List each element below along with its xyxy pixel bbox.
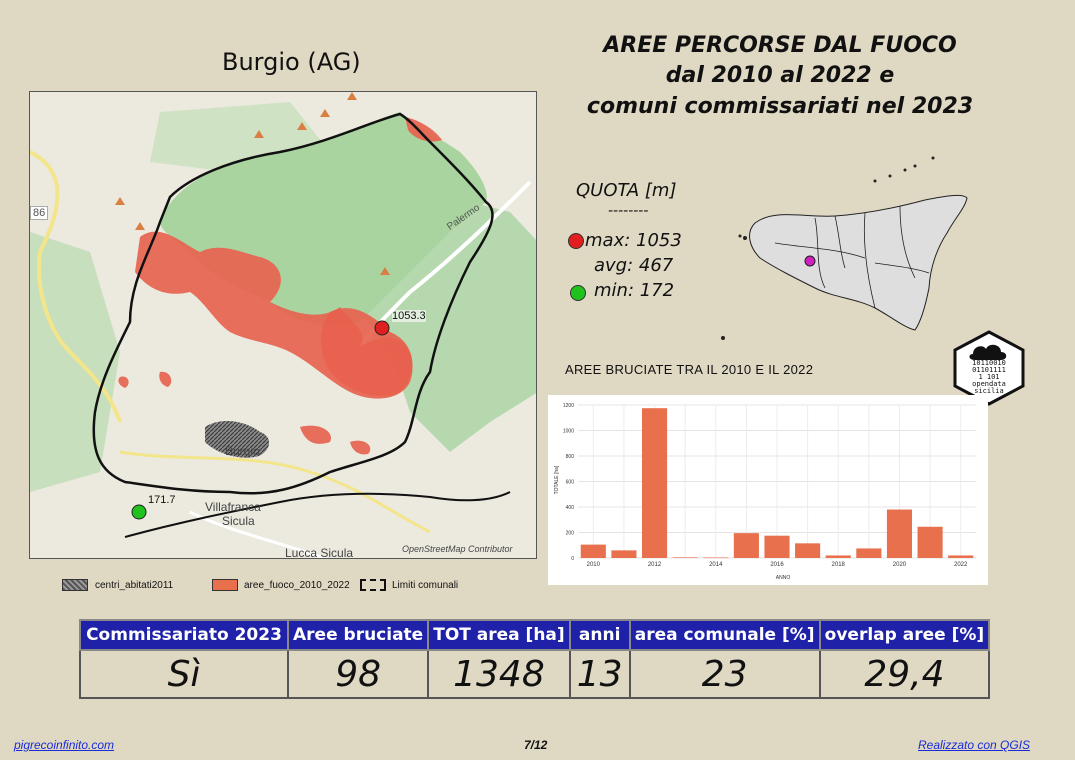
road-number-label: 86 — [30, 206, 49, 220]
chart-xtick-2014: 2014 — [709, 562, 723, 568]
stats-value-row: Sì 98 1348 13 23 29,4 — [79, 649, 991, 699]
chart-xtick-2012: 2012 — [648, 562, 662, 568]
value-anni: 13 — [568, 649, 631, 699]
stats-header-row: Commissariato 2023 Aree bruciate TOT are… — [79, 619, 991, 651]
quota-min: min: 172 — [594, 280, 675, 301]
fire-map[interactable]: 1053.3 171.7 Burgio Villafranca Sicula L… — [29, 91, 537, 559]
commune-boundary — [92, 112, 494, 495]
chart-bar-2022 — [948, 555, 974, 558]
dashed-boundary-swatch-icon — [360, 579, 386, 591]
footer-qgis-link[interactable]: Realizzato con QGIS — [918, 738, 1031, 752]
chart-ytick-4: 800 — [566, 454, 575, 460]
logo-line-2: 01101111 — [972, 366, 1006, 374]
quota-header: QUOTA [m] — [576, 180, 677, 201]
chart-xtick-2016: 2016 — [770, 562, 784, 568]
fire-swatch-icon — [212, 579, 238, 591]
legend-label-fuoco: aree_fuoco_2010_2022 — [244, 580, 350, 591]
header-commissariato: Commissariato 2023 — [79, 619, 289, 651]
quota-separator: -------- — [608, 203, 649, 219]
logo-line-4: opendata — [972, 380, 1006, 388]
chart-bar-2016 — [764, 535, 790, 558]
forest-area-left — [30, 232, 120, 492]
page-number: 7/12 — [524, 738, 548, 752]
hatched-swatch-icon — [62, 579, 88, 591]
chart-bar-2021 — [917, 526, 943, 558]
max-dot-icon — [568, 233, 584, 249]
opendata-sicilia-logo — [953, 330, 1025, 406]
value-aree-bruciate: 98 — [286, 649, 430, 699]
villafranca-label-2: Sicula — [222, 514, 255, 528]
value-tot-area: 1348 — [427, 649, 571, 699]
fire-areas — [118, 117, 442, 455]
chart-ytick-0: 0 — [571, 556, 574, 562]
chart-ytick-3: 600 — [566, 480, 575, 486]
header-aree-bruciate: Aree bruciate — [286, 619, 430, 651]
burgio-location-dot — [804, 255, 816, 267]
chart-bar-2017 — [795, 543, 821, 558]
min-elevation-point — [131, 504, 147, 520]
peak-markers — [115, 92, 390, 275]
quota-avg: avg: 467 — [594, 255, 674, 276]
chart-bar-2014 — [703, 557, 729, 559]
legend-label-limiti: Limiti comunali — [392, 580, 459, 591]
logo-line-5: sicilia — [974, 387, 1004, 395]
max-point-label: 1053.3 — [392, 310, 426, 322]
chart-bar-2013 — [672, 557, 698, 558]
footer-website-link[interactable]: pigrecoinfinito.com — [14, 738, 115, 752]
header-tot-area: TOT area [ha] — [427, 619, 571, 651]
chart-xtick-2022: 2022 — [954, 562, 968, 568]
main-title-line-3: comuni commissariati nel 2023 — [586, 94, 974, 119]
min-point-label: 171.7 — [148, 494, 176, 506]
villafranca-label-1: Villafranca — [205, 500, 261, 514]
chart-bar-2010 — [580, 544, 606, 558]
max-elevation-point — [374, 320, 390, 336]
main-title-line-1: AREE PERCORSE DAL FUOCO — [603, 33, 957, 58]
town-burgio-area — [205, 420, 270, 458]
map-attribution: OpenStreetMap Contributor — [402, 544, 513, 554]
road-south — [119, 450, 431, 534]
chart-bar-2020 — [886, 509, 913, 558]
chart-bar-2015 — [733, 533, 759, 558]
min-dot-icon — [570, 285, 586, 301]
bar-chart: 2010 2012 2014 2016 2018 2020 2022 0 200 400 600 8… — [548, 395, 988, 585]
map-canvas — [30, 92, 536, 558]
chart-ytick-5: 1000 — [563, 429, 574, 435]
comune-title: Burgio (AG) — [222, 48, 361, 76]
header-area-comunale: area comunale [%] — [628, 619, 821, 651]
chart-ytick-1: 200 — [566, 531, 575, 537]
town-label: Burgio — [225, 444, 260, 458]
legend-label-centri: centri_abitati2011 — [95, 580, 174, 591]
value-commissariato: Sì — [79, 649, 289, 699]
logo-line-3: 1 101 — [978, 373, 1000, 381]
logo-text: 10110010 01101111 1 101 opendata sicilia — [966, 360, 1012, 395]
chart-bar-2018 — [825, 555, 851, 558]
chart-bar-2019 — [856, 548, 882, 558]
chart-ytick-2: 400 — [566, 505, 575, 511]
lucca-label: Lucca Sicula — [285, 546, 354, 559]
chart-xtick-2018: 2018 — [832, 562, 846, 568]
chart-bar-2012 — [641, 408, 668, 558]
header-anni: anni — [568, 619, 631, 651]
chart-title: AREE BRUCIATE TRA IL 2010 E IL 2022 — [565, 362, 814, 377]
road-yellow-west — [30, 150, 122, 423]
chart-xtick-2020: 2020 — [893, 562, 907, 568]
chart-ylabel: TOTALE [ha] — [554, 465, 560, 494]
commune-boundary-south — [124, 491, 511, 538]
logo-line-1: 10110010 — [972, 359, 1006, 367]
chart-bar-2011 — [611, 550, 637, 558]
value-area-comunale: 23 — [628, 649, 821, 699]
chart-xtick-2010: 2010 — [587, 562, 601, 568]
sicily-inset-map — [721, 156, 968, 340]
stats-table: Commissariato 2023 Aree bruciate TOT are… — [79, 619, 991, 699]
quota-max: max: 1053 — [585, 230, 682, 251]
value-overlap: 29,4 — [818, 649, 991, 699]
chart-xlabel: ANNO — [776, 575, 791, 581]
header-overlap: overlap aree [%] — [818, 619, 991, 651]
chart-ytick-6: 1200 — [563, 403, 574, 409]
main-title-line-2: dal 2010 al 2022 e — [665, 63, 895, 88]
